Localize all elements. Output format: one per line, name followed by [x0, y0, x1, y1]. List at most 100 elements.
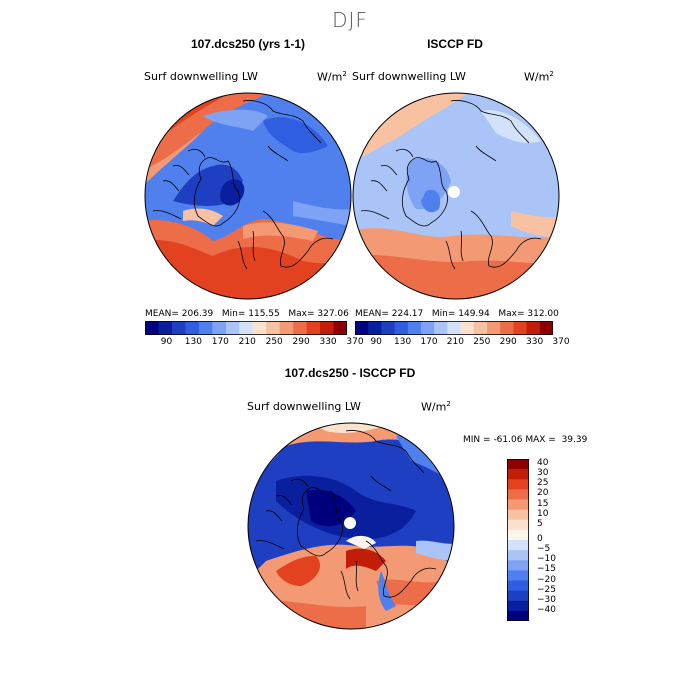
colorbar-difference-tick-label: 25: [537, 478, 549, 489]
colorbar-obs-ticks: 90 130 170 210 250 290 330 370: [355, 337, 569, 349]
colorbar-difference-border: [507, 459, 529, 621]
colorbar-obs-swatch: [487, 321, 501, 335]
colorbar-model-tick-label: 250: [265, 337, 283, 347]
colorbar-difference-swatch: [507, 499, 529, 511]
colorbar-model-swatch: [212, 321, 227, 335]
colorbar-difference-tick-label: −30: [537, 594, 556, 605]
colorbar-model-swatch: [239, 321, 254, 335]
colorbar-obs-border: [355, 321, 553, 335]
panel-2-stats: MEAN= 224.17 Min= 149.94 Max= 312.00: [355, 309, 559, 319]
colorbar-model-ticks: 90 130 170 210 250 290 330 370: [145, 337, 364, 349]
colorbar-difference-swatch: [507, 570, 529, 581]
polar-map-obs: [352, 92, 560, 300]
colorbar-model-swatch: [225, 321, 240, 335]
colorbar-obs-tick-label: 370: [552, 337, 570, 347]
panel-1-stats: MEAN= 206.39 Min= 115.55 Max= 327.06: [145, 309, 349, 319]
colorbar-difference-swatch: [507, 600, 529, 612]
colorbar-difference-swatch: [507, 519, 529, 531]
polar-map-model: [144, 92, 352, 300]
polar-map-difference: [247, 422, 455, 630]
colorbar-obs-tick-label: 250: [473, 337, 491, 347]
colorbar-model: [145, 321, 347, 335]
colorbar-obs-swatch: [407, 321, 422, 335]
colorbar-obs-swatch: [539, 321, 553, 335]
colorbar-model-tick-label: 370: [346, 337, 364, 347]
colorbar-obs-tick-label: 170: [420, 337, 438, 347]
colorbar-difference-swatch: [507, 540, 529, 551]
colorbar-model-swatch: [279, 321, 294, 335]
colorbar-difference-swatch: [507, 529, 529, 541]
colorbar-difference-tick-label: 0: [537, 534, 543, 544]
colorbar-difference-swatch: [507, 590, 529, 602]
colorbar-obs-swatch: [447, 321, 462, 335]
colorbar-model-swatch: [198, 321, 213, 335]
panel-2-variable: Surf downwelling LW: [352, 70, 466, 83]
panel-3-units: W/m2: [421, 400, 451, 414]
panel-1-variable: Surf downwelling LW: [144, 70, 258, 83]
colorbar-obs-swatch: [513, 321, 528, 335]
panel-2-units: W/m2: [524, 70, 554, 84]
colorbar-difference-swatch: [507, 489, 529, 500]
colorbar-difference-ticks: 40 30 25 20 15 10 5 0 −5 −10 −15 −20 −25 −30 −40: [537, 458, 577, 621]
colorbar-difference-tick-label: 40: [537, 458, 549, 469]
colorbar-model-swatch: [171, 321, 186, 335]
colorbar-difference-swatch: [507, 550, 529, 561]
colorbar-model-swatch: [252, 321, 267, 335]
colorbar-model-swatch: [185, 321, 200, 335]
colorbar-obs: [355, 321, 553, 335]
colorbar-obs-swatch: [473, 321, 488, 335]
colorbar-obs-swatch: [500, 321, 514, 335]
colorbar-difference-tick-label: 5: [537, 518, 543, 529]
colorbar-difference: [507, 459, 529, 621]
colorbar-obs-tick-label: 90: [370, 337, 382, 347]
colorbar-obs-tick-label: 290: [499, 337, 517, 347]
colorbar-obs-swatch: [460, 321, 475, 335]
colorbar-obs-swatch: [421, 321, 435, 335]
colorbar-difference-tick-label: −5: [537, 544, 551, 555]
panel-1-title: 107.dcs250 (yrs 1-1): [190, 37, 306, 51]
colorbar-model-border: [145, 321, 347, 335]
colorbar-difference-tick-label: 30: [537, 468, 549, 479]
colorbar-obs-swatch: [381, 321, 396, 335]
colorbar-difference-tick-label: 15: [537, 498, 549, 509]
colorbar-model-tick-label: 170: [211, 337, 229, 347]
colorbar-model-swatch: [266, 321, 281, 335]
colorbar-model-swatch: [293, 321, 308, 335]
colorbar-model-swatch: [320, 321, 335, 335]
colorbar-model-tick-label: 290: [292, 337, 310, 347]
colorbar-model-swatch: [158, 321, 173, 335]
colorbar-difference-tick-label: 10: [537, 508, 549, 519]
colorbar-difference-swatch: [507, 560, 529, 571]
colorbar-model-tick-label: 330: [319, 337, 337, 347]
figure-title: DJF: [332, 8, 368, 32]
colorbar-obs-swatch: [526, 321, 541, 335]
colorbar-difference-swatch: [507, 479, 529, 490]
panel-3-title: 107.dcs250 - ISCCP FD: [284, 366, 416, 380]
colorbar-obs-tick-label: 330: [526, 337, 544, 347]
colorbar-obs-tick-label: 130: [394, 337, 412, 347]
colorbar-difference-tick-label: −10: [537, 554, 556, 565]
colorbar-obs-swatch: [368, 321, 382, 335]
colorbar-difference-tick-label: −20: [537, 574, 556, 585]
colorbar-model-tick-label: 210: [238, 337, 256, 347]
colorbar-difference-tick-label: −40: [537, 604, 556, 615]
colorbar-difference-tick-label: −25: [537, 584, 556, 595]
colorbar-difference-swatch: [507, 469, 529, 480]
colorbar-model-swatch: [333, 321, 347, 335]
colorbar-obs-swatch: [394, 321, 409, 335]
colorbar-model-tick-label: 90: [160, 337, 173, 347]
panel-1-units: W/m2: [317, 70, 347, 84]
colorbar-obs-tick-label: 210: [446, 337, 464, 347]
colorbar-model-tick-label: 130: [184, 337, 202, 347]
colorbar-difference-swatch: [507, 580, 529, 592]
colorbar-difference-tick-label: 20: [537, 488, 549, 499]
colorbar-model-swatch: [306, 321, 321, 335]
panel-2-title: ISCCP FD: [427, 37, 483, 51]
colorbar-obs-swatch: [355, 321, 369, 335]
panel-3-stats: MIN = -61.06 MAX = 39.39: [463, 435, 588, 445]
colorbar-obs-swatch: [434, 321, 448, 335]
colorbar-difference-swatch: [507, 610, 529, 621]
colorbar-difference-swatch: [507, 459, 529, 470]
colorbar-model-swatch: [145, 321, 159, 335]
panel-3-variable: Surf downwelling LW: [247, 400, 361, 413]
